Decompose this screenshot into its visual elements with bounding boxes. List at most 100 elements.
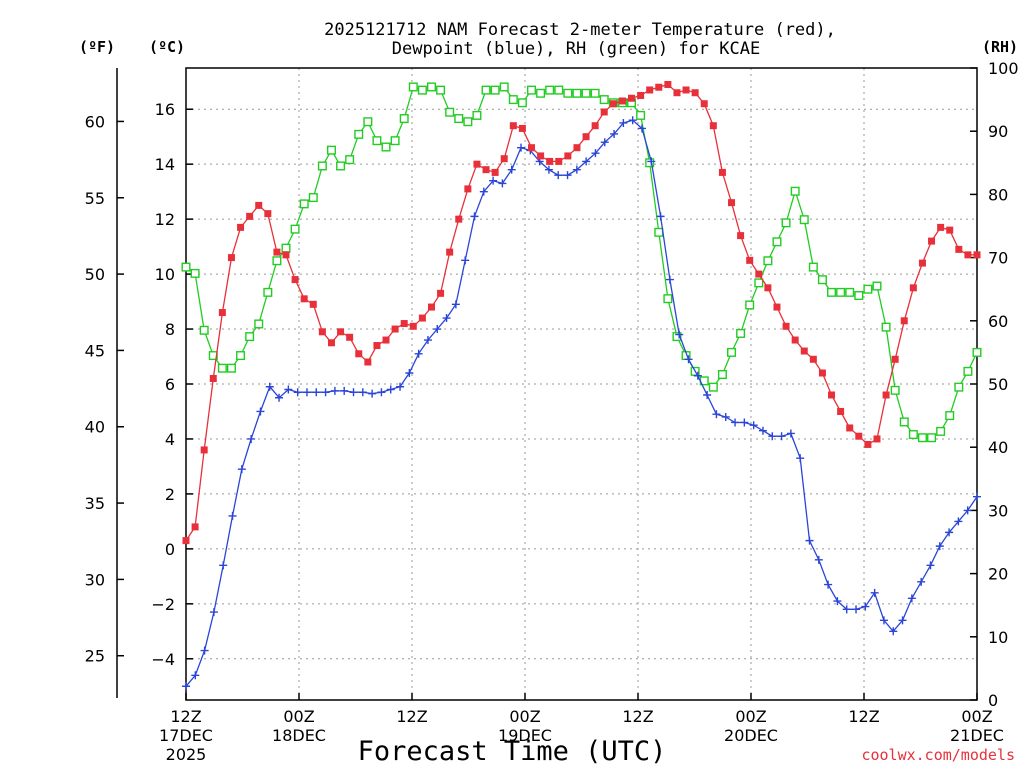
rh-point <box>226 363 236 373</box>
dewpoint-point <box>386 385 395 394</box>
temperature-point <box>800 347 808 355</box>
rh-point <box>526 85 536 95</box>
rh-point <box>872 281 882 291</box>
fahrenheit-unit-label: (ºF) <box>79 38 115 56</box>
fahrenheit-tick-label: 50 <box>85 265 105 284</box>
dewpoint-point <box>824 580 833 589</box>
temperature-point <box>318 328 326 336</box>
temperature-series <box>182 80 981 545</box>
celsius-tick-label: 16 <box>155 100 175 119</box>
rh-point <box>745 300 755 310</box>
rh-tick-label: 0 <box>988 691 998 710</box>
temperature-point <box>709 122 717 130</box>
time-tick-label: 17DEC <box>159 726 213 745</box>
rh-tick-label: 60 <box>988 312 1008 331</box>
dewpoint-point <box>414 349 423 358</box>
rh-point <box>836 287 846 297</box>
rh-point <box>772 237 782 247</box>
temperature-point <box>500 155 508 163</box>
rh-point <box>426 82 436 92</box>
x-axis-label: Forecast Time (UTC) <box>358 736 667 767</box>
celsius-tick-label: 0 <box>165 540 175 559</box>
temperature-point <box>955 245 963 253</box>
temperature-point <box>227 254 235 262</box>
dewpoint-point <box>377 388 386 397</box>
celsius-tick-label: 8 <box>165 320 175 339</box>
rh-point <box>517 98 527 108</box>
fahrenheit-tick-label: 25 <box>85 647 105 666</box>
celsius-tick-label: 2 <box>165 485 175 504</box>
rh-point <box>908 430 918 440</box>
rh-point <box>217 363 227 373</box>
rh-point <box>945 411 955 421</box>
rh-point <box>236 351 246 361</box>
rh-point <box>936 426 946 436</box>
dewpoint-point <box>470 212 479 221</box>
dewpoint-point <box>265 382 274 391</box>
dewpoint-point <box>451 300 460 309</box>
rh-point <box>827 287 837 297</box>
rh-unit-label: (RH) <box>982 38 1018 56</box>
dewpoint-point <box>340 386 349 395</box>
rh-point <box>754 278 764 288</box>
dewpoint-point <box>293 388 302 397</box>
time-tick-label: 12Z <box>170 707 201 726</box>
dewpoint-point <box>861 602 870 611</box>
rh-point <box>708 382 718 392</box>
temperature-point <box>446 248 454 256</box>
dewpoint-point <box>879 616 888 625</box>
temperature-point <box>337 328 345 336</box>
dewpoint-point <box>935 542 944 551</box>
celsius-unit-label: (ºC) <box>149 38 185 56</box>
temperature-point <box>491 168 499 176</box>
temperature-point <box>300 295 308 303</box>
dewpoint-point <box>582 157 591 166</box>
dewpoint-point <box>330 386 339 395</box>
temperature-point <box>355 350 363 358</box>
rh-point <box>663 294 673 304</box>
rh-point <box>917 433 927 443</box>
rh-point <box>845 287 855 297</box>
rh-point <box>472 110 482 120</box>
rh-point <box>727 347 737 357</box>
dewpoint-point <box>442 314 451 323</box>
rh-point <box>554 85 564 95</box>
temperature-point <box>828 391 836 399</box>
rh-point <box>972 347 982 357</box>
dewpoint-point <box>945 528 954 537</box>
temperature-point <box>837 407 845 415</box>
rh-point <box>445 107 455 117</box>
rh-point <box>799 215 809 225</box>
rh-series <box>181 82 982 443</box>
fahrenheit-tick-label: 35 <box>85 494 105 513</box>
dewpoint-point <box>563 171 572 180</box>
rh-point <box>817 275 827 285</box>
dewpoint-point <box>926 561 935 570</box>
rh-point <box>399 114 409 124</box>
rh-line <box>185 86 978 439</box>
temperature-point <box>918 259 926 267</box>
time-tick-label: 12Z <box>622 707 653 726</box>
rh-point <box>390 136 400 146</box>
dewpoint-point <box>833 597 842 606</box>
temperature-point <box>309 300 317 308</box>
temperature-point <box>237 223 245 231</box>
dewpoint-point <box>479 187 488 196</box>
dewpoint-point <box>777 432 786 441</box>
rh-point <box>263 287 273 297</box>
rh-point <box>645 158 655 168</box>
temperature-point <box>409 322 417 330</box>
rh-point <box>372 136 382 146</box>
temperature-point <box>646 86 654 94</box>
rh-tick-label: 30 <box>988 501 1008 520</box>
rh-point <box>808 262 818 272</box>
temperature-point <box>455 215 463 223</box>
temperature-point <box>946 226 954 234</box>
dewpoint-point <box>842 605 851 614</box>
credit-link[interactable]: coolwx.com/models <box>861 746 1015 764</box>
dewpoint-point <box>191 671 200 680</box>
dewpoint-point <box>675 330 684 339</box>
temperature-point <box>900 317 908 325</box>
temperature-point <box>591 122 599 130</box>
grid-lines <box>186 68 977 700</box>
